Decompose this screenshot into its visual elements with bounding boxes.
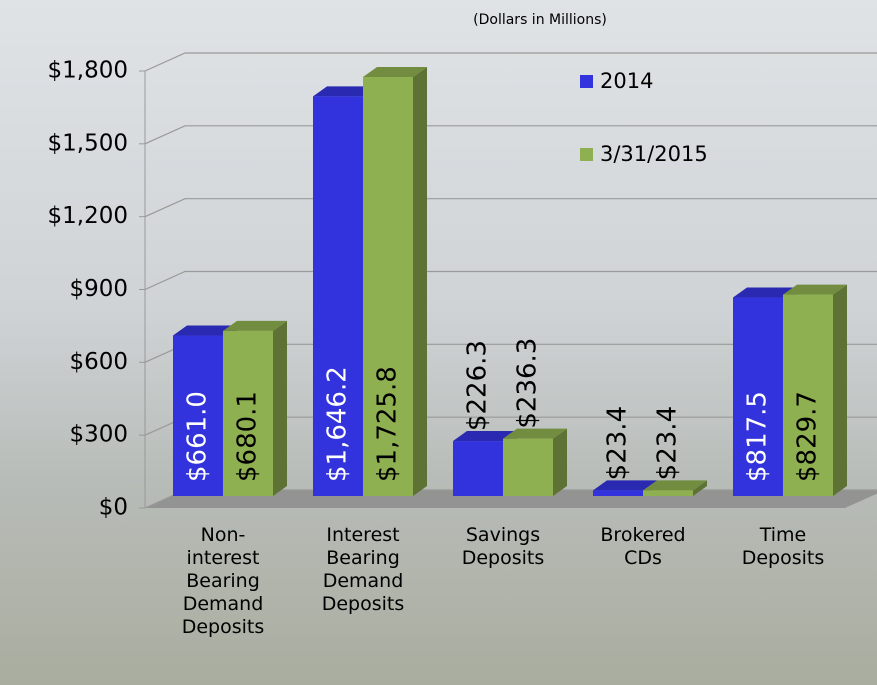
page: (Dollars in Millions) $0 $300 $600 $900 $1,2… bbox=[0, 0, 877, 685]
bar-side bbox=[833, 285, 847, 496]
value-label: $680.1 bbox=[233, 391, 263, 482]
x-tick-label: Time Deposits bbox=[731, 524, 835, 570]
x-tick-label: Savings Deposits bbox=[451, 524, 555, 570]
bar bbox=[503, 439, 553, 496]
value-label: $1,646.2 bbox=[323, 366, 353, 482]
value-label: $661.0 bbox=[183, 391, 213, 482]
bar bbox=[453, 441, 503, 496]
y-tick-label: $1,200 bbox=[48, 203, 128, 229]
grid-line bbox=[145, 272, 877, 290]
value-label: $23.4 bbox=[603, 406, 633, 480]
y-tick-label: $1,800 bbox=[48, 58, 128, 84]
bar-side bbox=[413, 67, 427, 496]
legend-swatch bbox=[580, 148, 593, 161]
chart-subtitle: (Dollars in Millions) bbox=[473, 12, 607, 28]
legend-label: 2014 bbox=[600, 69, 653, 93]
value-label: $817.5 bbox=[743, 391, 773, 482]
grid-line bbox=[145, 53, 877, 71]
value-label: $226.3 bbox=[463, 340, 493, 431]
y-tick-label: $300 bbox=[69, 422, 128, 448]
legend-label: 3/31/2015 bbox=[600, 142, 708, 166]
bar bbox=[643, 490, 693, 496]
x-tick-label: Brokered CDs bbox=[591, 524, 695, 570]
bar bbox=[593, 490, 643, 496]
value-label: $236.3 bbox=[513, 338, 543, 429]
x-tick-label: Interest Bearing Demand Deposits bbox=[311, 524, 415, 616]
value-label: $1,725.8 bbox=[373, 366, 403, 482]
value-label: $829.7 bbox=[793, 391, 823, 482]
x-tick-label: Non-interest Bearing Demand Deposits bbox=[171, 524, 275, 639]
legend-swatch bbox=[580, 75, 593, 88]
grid-line bbox=[145, 126, 877, 144]
chart: (Dollars in Millions) $0 $300 $600 $900 $1,2… bbox=[0, 0, 877, 685]
y-tick-label: $1,500 bbox=[48, 130, 128, 156]
grid-line bbox=[145, 199, 877, 217]
y-tick-label: $900 bbox=[69, 276, 128, 302]
bar-side bbox=[273, 321, 287, 496]
y-tick-label: $600 bbox=[69, 349, 128, 375]
bar-side bbox=[553, 429, 567, 496]
value-label: $23.4 bbox=[653, 406, 683, 480]
y-tick-label: $0 bbox=[99, 495, 128, 521]
